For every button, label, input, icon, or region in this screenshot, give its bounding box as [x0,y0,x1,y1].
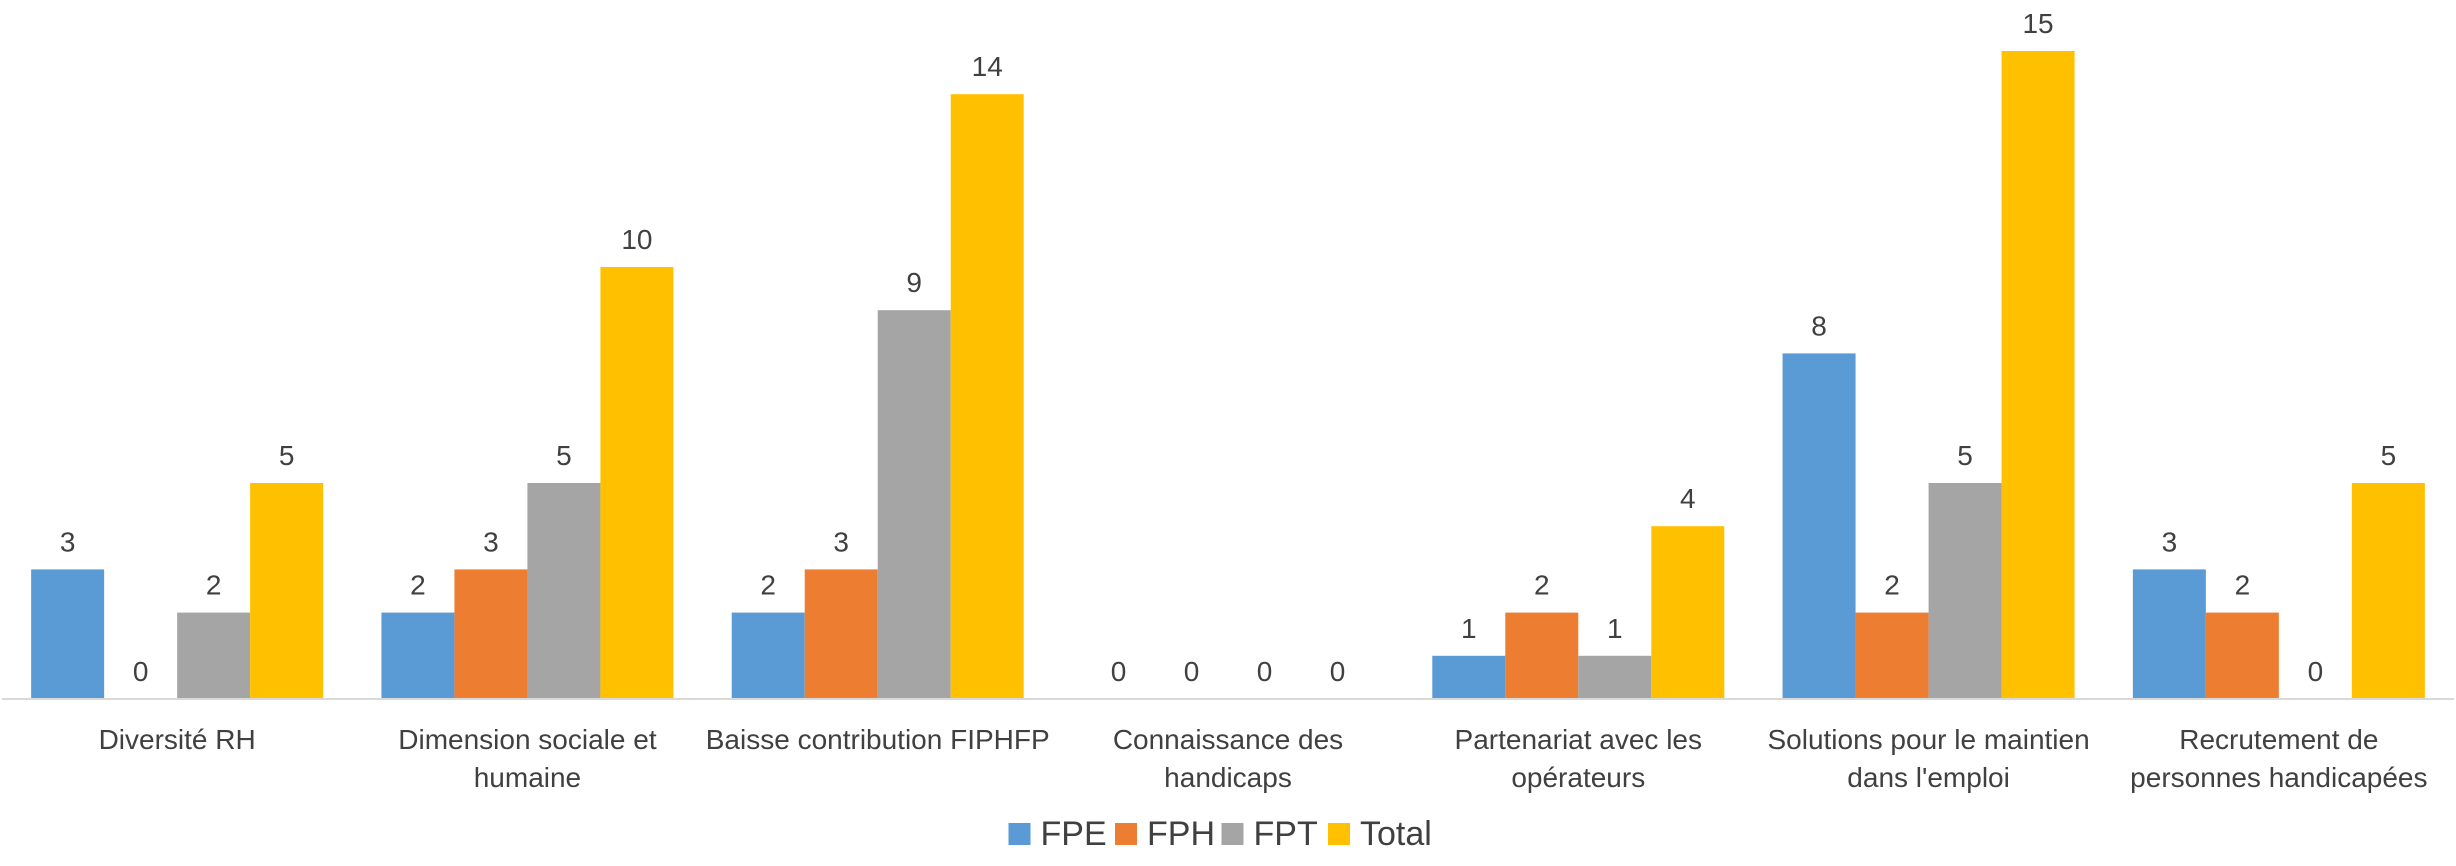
bar-fph-2 [804,569,878,699]
bar-fpt-1 [527,483,601,699]
data-label-fpe-4: 1 [1461,613,1477,644]
category-label-2: Baisse contribution FIPHFP [706,724,1050,755]
data-label-fpt-1: 5 [556,440,572,471]
bar-total-4 [1651,526,1725,699]
data-label-fpe-1: 2 [410,570,426,601]
bar-fpe-4 [1432,655,1506,699]
data-label-total-5: 15 [2022,8,2053,39]
data-label-total-3: 0 [1330,656,1346,687]
category-label-line: Baisse contribution FIPHFP [706,724,1050,755]
category-label-6: Recrutement de personnes handicapées [2130,724,2427,793]
bar-total-0 [250,483,324,699]
bar-fpt-4 [1578,655,1652,699]
data-label-fpt-2: 9 [906,267,922,298]
bar-total-1 [600,267,674,699]
category-label-line: dans l'emploi [1847,762,2010,793]
data-label-fpe-0: 3 [60,526,76,557]
category-label-line: handicaps [1164,762,1292,793]
data-label-total-4: 4 [1680,483,1696,514]
data-label-fph-3: 0 [1184,656,1200,687]
bar-fph-1 [454,569,528,699]
data-label-fph-1: 3 [483,526,499,557]
legend-swatch-total [1328,823,1350,845]
legend-swatch-fpt [1221,823,1244,845]
bar-fpe-1 [381,612,455,699]
legend: FPE FPH FPT Total [1008,815,1432,853]
data-label-fpt-0: 2 [206,570,222,601]
data-label-fpe-3: 0 [1111,656,1127,687]
legend-label-fpe: FPE [1041,815,1107,853]
legend-label-fph: FPH [1147,815,1215,853]
data-label-total-2: 14 [972,51,1003,82]
legend-swatch-fph [1115,823,1137,845]
category-label-line: personnes handicapées [2130,762,2427,793]
data-label-total-1: 10 [621,224,652,255]
bar-fph-6 [2205,612,2279,699]
data-label-fph-5: 2 [1884,570,1900,601]
bar-fpe-0 [31,569,105,699]
legend-label-fpt: FPT [1254,815,1318,853]
category-label-line: Diversité RH [99,724,256,755]
bar-total-2 [950,94,1024,699]
category-label-3: Connaissance des handicaps [1113,724,1343,793]
data-label-fpe-5: 8 [1811,310,1827,341]
data-label-total-6: 5 [2381,440,2397,471]
category-label-line: Solutions pour le maintien [1767,724,2089,755]
bars-layer [31,51,2425,699]
data-label-fph-6: 2 [2235,570,2251,601]
category-label-line: Connaissance des [1113,724,1343,755]
legend-swatch-fpe [1008,823,1031,845]
category-label-5: Solutions pour le maintien dans l'emploi [1767,724,2089,793]
category-label-line: humaine [474,762,581,793]
bar-fpt-2 [877,310,951,699]
bar-fph-4 [1505,612,1579,699]
category-label-line: Partenariat avec les [1455,724,1702,755]
data-label-total-0: 5 [279,440,295,471]
data-label-fpe-2: 2 [760,570,776,601]
category-label-line: opérateurs [1511,762,1645,793]
bar-total-5 [2001,51,2075,699]
category-label-line: Recrutement de [2179,724,2378,755]
bar-fpe-6 [2132,569,2206,699]
bar-fpt-5 [1928,483,2002,699]
bar-fph-5 [1855,612,1929,699]
category-label-1: Dimension sociale et humaine [398,724,657,793]
data-label-fph-4: 2 [1534,570,1550,601]
bar-fpt-0 [177,612,251,699]
legend-label-total: Total [1360,815,1432,853]
category-label-line: Dimension sociale et [398,724,657,755]
data-label-fpt-6: 0 [2308,656,2324,687]
data-label-fpt-3: 0 [1257,656,1273,687]
bar-fpe-5 [1782,353,1856,699]
data-label-fph-0: 0 [133,656,149,687]
data-label-fpt-4: 1 [1607,613,1623,644]
bar-fpe-2 [731,612,805,699]
category-label-4: Partenariat avec les opérateurs [1455,724,1702,793]
category-label-0: Diversité RH [99,724,256,755]
bar-total-6 [2351,483,2425,699]
data-label-fpt-5: 5 [1957,440,1973,471]
data-label-fph-2: 3 [833,526,849,557]
data-label-fpe-6: 3 [2162,526,2178,557]
category-labels-layer: Diversité RH Dimension sociale et humaine B… [99,724,2428,793]
